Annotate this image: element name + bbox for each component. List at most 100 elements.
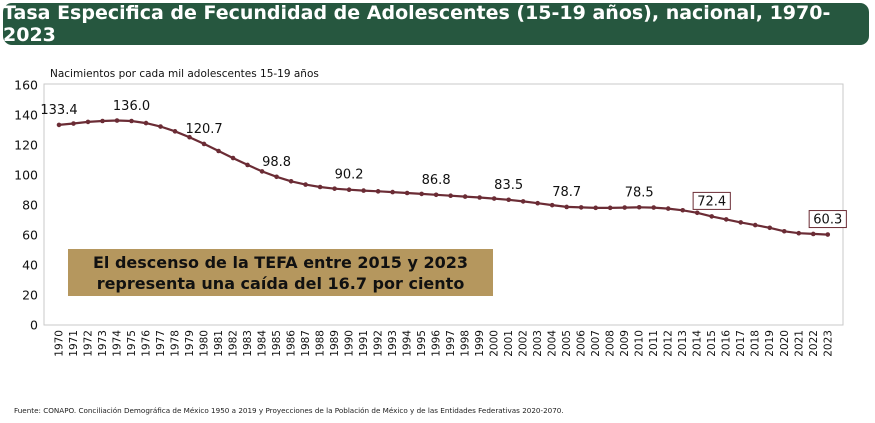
x-tick-label: 2014 [692, 330, 704, 357]
x-tick-label: 1988 [315, 330, 327, 357]
data-point [85, 119, 91, 125]
data-point [477, 195, 482, 200]
data-label: 60.3 [813, 213, 842, 228]
x-tick-label: 1992 [373, 330, 385, 357]
x-tick-label: 1973 [97, 330, 109, 357]
data-point [201, 141, 207, 147]
data-point [796, 230, 802, 236]
x-tick-label: 2007 [590, 330, 602, 357]
x-tick-label: 1984 [257, 330, 269, 357]
x-tick-label: 2017 [735, 330, 747, 357]
data-point [578, 205, 584, 210]
plot-frame [43, 83, 844, 326]
data-point [332, 186, 337, 191]
y-tick-label: 140 [14, 108, 38, 123]
data-point [535, 200, 540, 206]
x-tick-label: 1970 [54, 330, 66, 357]
data-label: 133.4 [40, 103, 77, 118]
chart-title: Tasa Especifica de Fecundidad de Adolesc… [3, 2, 831, 46]
x-tick-label: 1998 [460, 330, 472, 357]
data-point [129, 118, 134, 124]
x-tick-label: 1995 [416, 330, 428, 357]
data-point [723, 217, 729, 222]
data-point [694, 210, 700, 216]
data-point [549, 202, 555, 208]
x-tick-label: 1990 [344, 330, 356, 357]
y-tick-label: 100 [14, 168, 38, 183]
y-tick-label: 0 [30, 318, 38, 333]
x-tick-label: 1997 [445, 330, 457, 357]
data-point [448, 193, 453, 198]
data-point [665, 206, 671, 211]
x-tick-label: 2018 [750, 330, 762, 357]
data-point [187, 134, 192, 140]
x-tick-label: 1980 [199, 330, 211, 357]
x-tick-label: 2009 [619, 330, 631, 357]
callout-line-2: representa una caída del 16.7 por ciento [96, 273, 465, 293]
data-label: 83.5 [494, 178, 523, 193]
data-point [346, 187, 352, 192]
data-point [622, 205, 627, 210]
x-tick-label: 2011 [648, 330, 660, 357]
data-point [680, 207, 686, 213]
data-point [607, 205, 613, 211]
x-tick-label: 1983 [242, 330, 254, 357]
data-point [564, 204, 569, 210]
data-point [520, 199, 526, 204]
x-tick-label: 1975 [126, 330, 138, 357]
x-tick-label: 2002 [518, 330, 530, 357]
data-point [506, 197, 511, 203]
y-tick-label: 80 [22, 198, 38, 213]
series-line [58, 119, 828, 236]
x-tick-label: 2022 [808, 330, 820, 357]
data-point [390, 189, 395, 195]
x-tick-label: 2003 [532, 330, 544, 357]
data-label: 78.5 [625, 185, 654, 200]
callout-line-1: El descenso de la TEFA entre 2015 y 2023 [92, 252, 469, 272]
x-tick-label: 1981 [213, 330, 225, 357]
data-point [303, 182, 308, 187]
x-tick-label: 1971 [68, 330, 80, 357]
y-tick-label: 40 [22, 258, 38, 273]
x-tick-label: 1999 [474, 330, 486, 357]
x-tick-label: 1982 [228, 330, 240, 357]
data-point [767, 225, 773, 231]
x-tick-label: 1987 [300, 330, 312, 357]
x-tick-label: 1994 [402, 330, 414, 357]
data-point [172, 129, 178, 134]
x-tick-label: 1979 [184, 330, 196, 357]
x-tick-label: 1989 [329, 330, 341, 357]
data-point [810, 231, 816, 237]
source-note: Fuente: CONAPO. Conciliación Demográfica… [14, 406, 564, 415]
x-tick-label: 1972 [83, 330, 95, 357]
data-point [404, 190, 410, 196]
data-point [245, 162, 250, 168]
x-tick-label: 2005 [561, 330, 573, 357]
data-label: 136.0 [113, 99, 150, 114]
x-tick-label: 2001 [503, 330, 515, 357]
x-tick-label: 2020 [779, 330, 791, 357]
data-point [491, 196, 497, 201]
data-label: 120.7 [185, 122, 222, 137]
data-label-box [692, 191, 731, 210]
data-point [259, 169, 265, 174]
x-tick-label: 1985 [271, 330, 283, 357]
x-tick-label: 1974 [112, 330, 124, 357]
x-tick-label: 1986 [286, 330, 298, 357]
x-tick-label: 2015 [706, 330, 718, 357]
data-point [288, 179, 294, 184]
x-tick-label: 2019 [764, 330, 776, 357]
y-tick-label: 20 [22, 288, 38, 303]
x-tick-label: 2008 [605, 330, 617, 357]
x-tick-label: 1976 [141, 330, 153, 357]
y-tick-label: 60 [22, 228, 38, 243]
y-tick-label: 160 [14, 78, 38, 93]
data-point [100, 118, 105, 124]
x-tick-label: 2016 [721, 330, 733, 357]
data-point [419, 191, 424, 197]
data-point [158, 124, 163, 129]
x-tick-label: 2013 [677, 330, 689, 357]
x-tick-label: 2012 [663, 330, 675, 357]
data-point [781, 228, 787, 234]
